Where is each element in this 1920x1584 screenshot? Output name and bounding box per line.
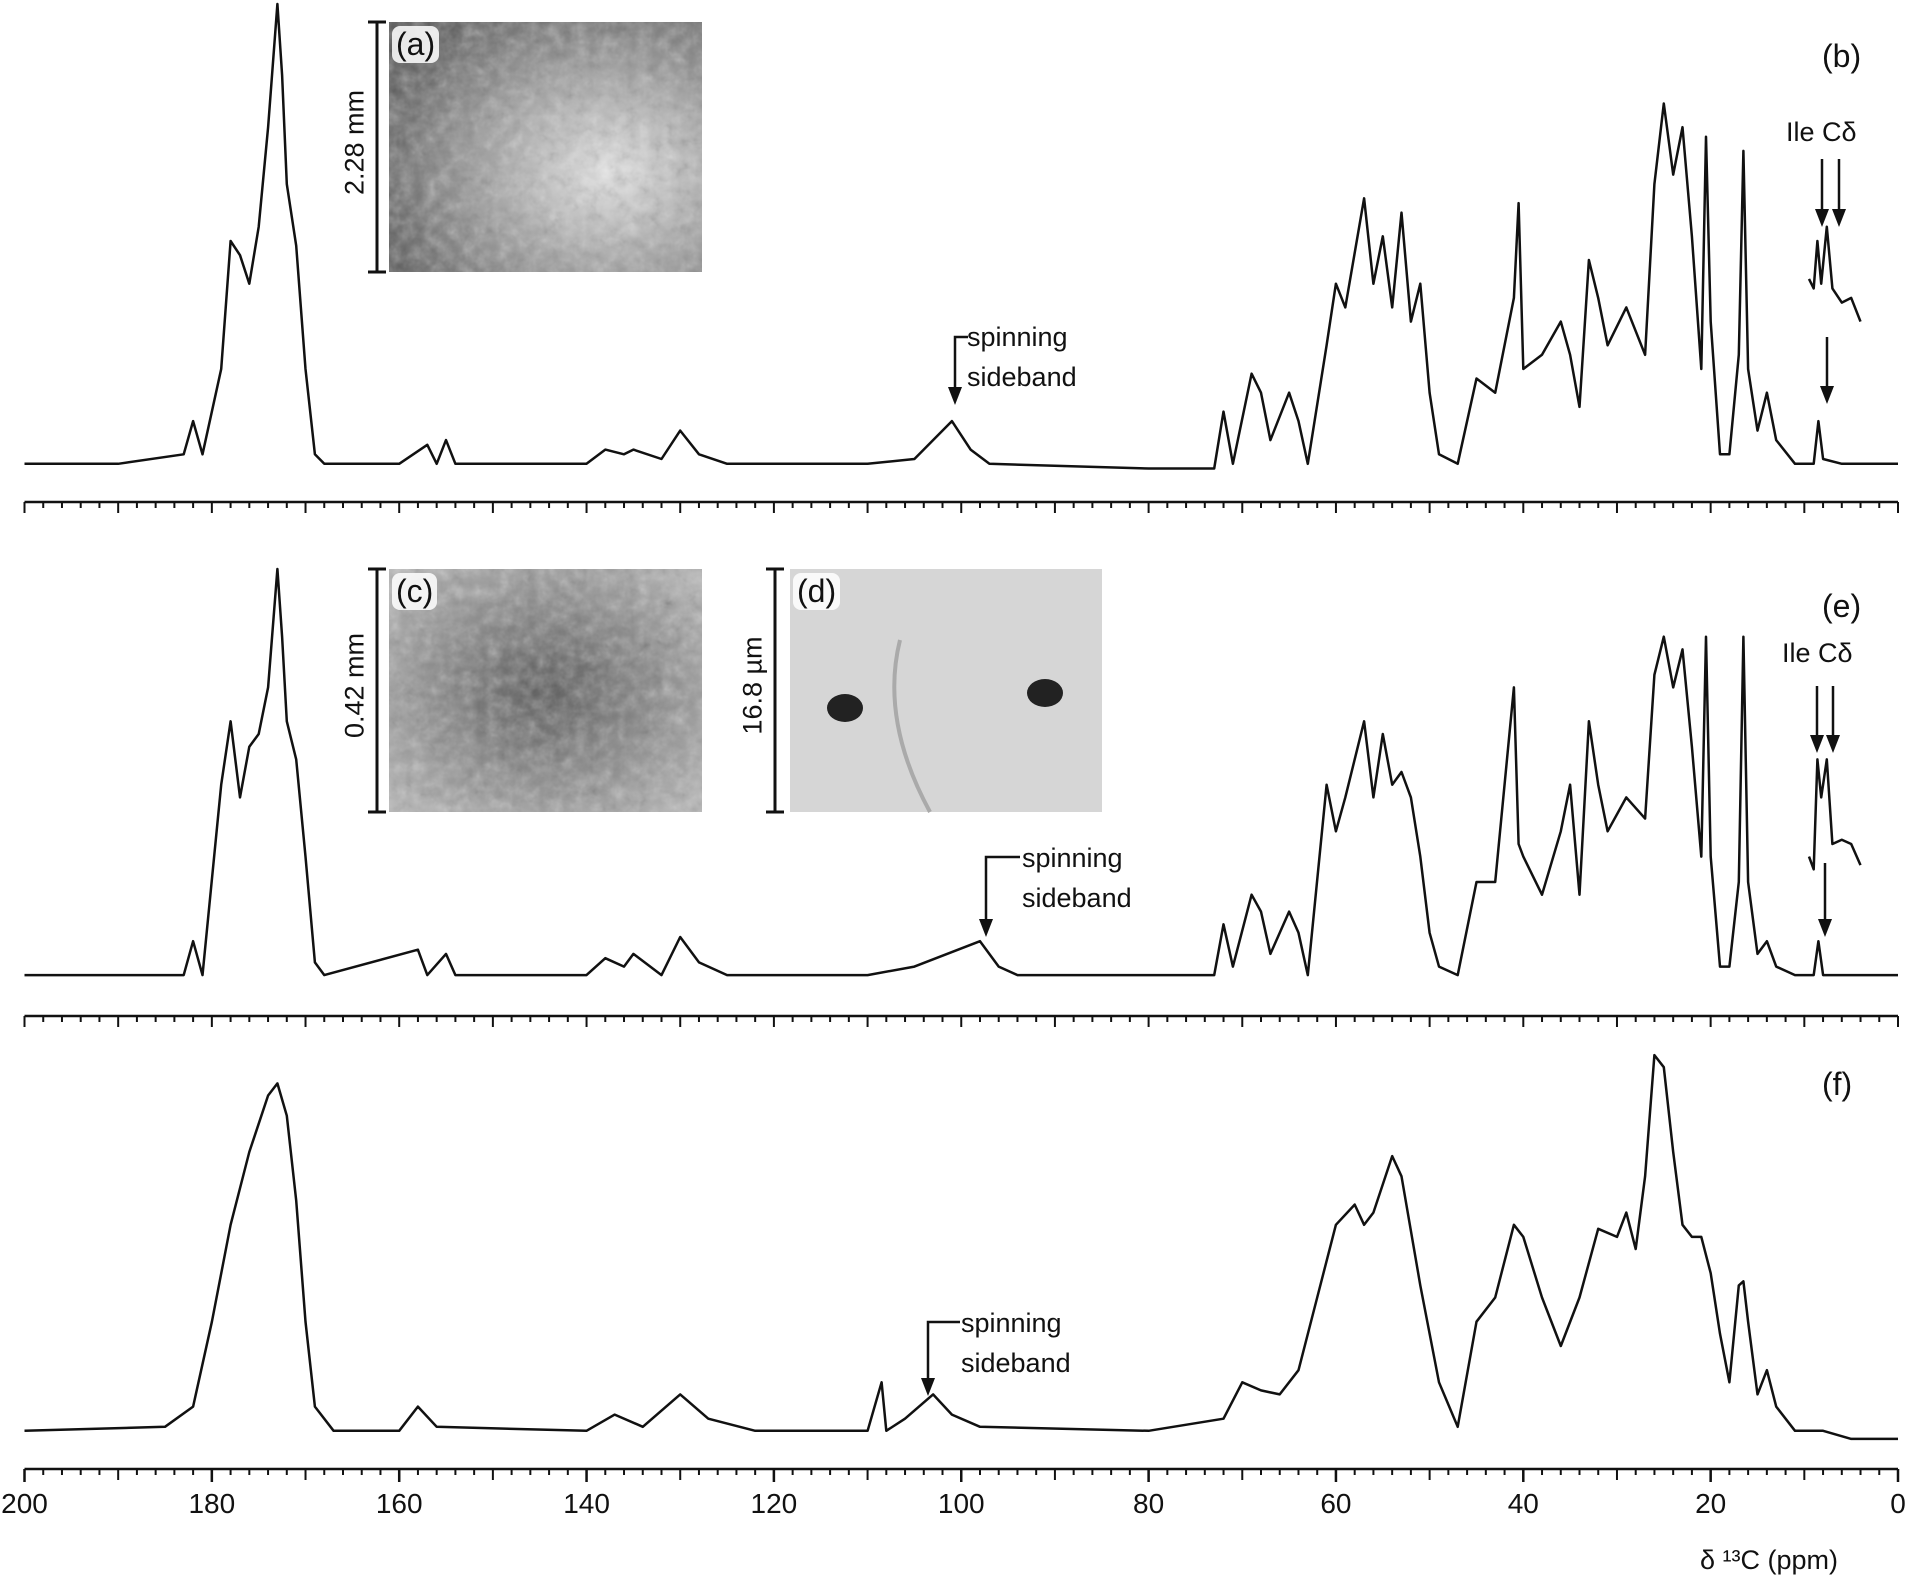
arrow-head — [1810, 735, 1824, 753]
annotation: spinning sideband — [967, 322, 1077, 392]
x-tick-label: 140 — [563, 1488, 610, 1519]
spectrum-line — [1807, 758, 1862, 871]
annotation: Ile Cδ — [1782, 638, 1853, 668]
x-tick-label: 0 — [1890, 1488, 1906, 1519]
x-tick-label: 40 — [1508, 1488, 1539, 1519]
arrow-head — [1820, 386, 1834, 404]
annotation: spinning sideband — [961, 1308, 1071, 1378]
x-tick-label: 60 — [1320, 1488, 1351, 1519]
x-tick-label: 200 — [1, 1488, 48, 1519]
inset-image-c — [368, 567, 702, 814]
panel-label: (e) — [1822, 588, 1862, 624]
arrow-head — [1826, 735, 1840, 753]
arrow-head — [1818, 919, 1832, 937]
arrow-head — [1815, 209, 1829, 227]
annotation: Ile Cδ — [1786, 117, 1857, 147]
arrow — [984, 855, 1020, 923]
x-tick-label: 20 — [1695, 1488, 1726, 1519]
inset-image-a — [368, 20, 702, 274]
arrow — [926, 1320, 960, 1382]
arrow — [953, 335, 968, 391]
spectrum-line — [24, 2, 1898, 470]
x-tick-label: 120 — [751, 1488, 798, 1519]
arrow-head — [948, 387, 962, 405]
x-axis-label: δ ¹³C (ppm) — [1700, 1545, 1839, 1575]
inset-image-d — [766, 567, 1102, 814]
inset-label: (d) — [793, 573, 841, 610]
annotation: spinning sideband — [1022, 843, 1132, 913]
scale-label: 16.8 µm — [737, 636, 768, 735]
x-tick-label: 100 — [938, 1488, 985, 1519]
spectrum-line — [24, 1053, 1898, 1441]
inset-label: (c) — [392, 573, 438, 610]
panel-label: (f) — [1822, 1066, 1853, 1102]
spectrum-line — [1807, 225, 1862, 323]
inset-label: (a) — [392, 26, 440, 63]
scale-label: 2.28 mm — [339, 89, 370, 196]
x-tick-label: 180 — [188, 1488, 235, 1519]
x-tick-label: 80 — [1133, 1488, 1164, 1519]
arrow-head — [1832, 209, 1846, 227]
spectrum-line — [24, 567, 1898, 977]
x-tick-label: 160 — [376, 1488, 423, 1519]
panel-label: (b) — [1822, 38, 1862, 74]
arrow-head — [921, 1378, 935, 1396]
arrow-head — [979, 919, 993, 937]
scale-label: 0.42 mm — [339, 632, 370, 739]
